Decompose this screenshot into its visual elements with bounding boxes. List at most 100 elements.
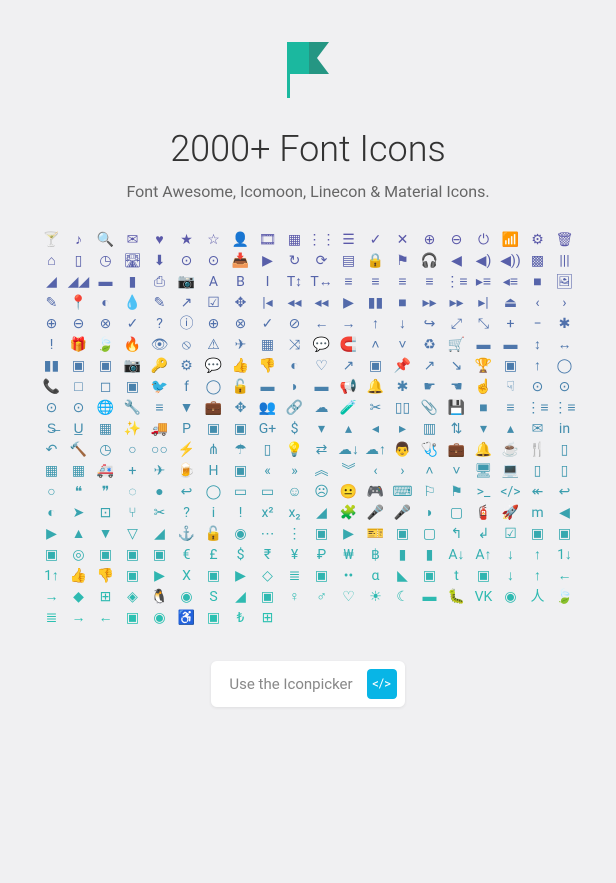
windows-icon: ⊞	[94, 588, 118, 606]
magic-icon: ✨	[121, 420, 145, 438]
arrow-circle-up-icon: ⊙	[202, 252, 226, 270]
play-circle-alt-icon: ▶	[337, 525, 361, 543]
xing-square-icon: ▣	[202, 567, 226, 585]
fast-backward-icon: ◂◂	[283, 294, 307, 312]
crosshairs-icon: ⊕	[202, 315, 226, 333]
usd-icon: $	[229, 546, 253, 564]
external-link-icon: ↗	[418, 357, 442, 375]
barcode-icon: |||	[553, 252, 577, 270]
times-circle-icon: ⊗	[94, 315, 118, 333]
inbox-icon: 📥	[229, 252, 253, 270]
arrow-down-icon: ↓	[391, 315, 415, 333]
sort-numeric-desc-icon: 1↑	[40, 567, 64, 585]
suitcase-icon: 💼	[445, 441, 469, 459]
chevron-circle-left-icon: ◀	[553, 504, 577, 522]
fire-icon: 🔥	[121, 336, 145, 354]
long-arrow-right-icon: →	[40, 588, 64, 606]
shopping-cart-icon: 🛒	[445, 336, 469, 354]
step-forward-icon: ▸|	[472, 294, 496, 312]
microphone-icon: 🎤	[364, 504, 388, 522]
check-circle-o-icon: ✓	[256, 315, 280, 333]
rss-square-icon: ▣	[310, 525, 334, 543]
vk-icon: VK	[472, 588, 496, 606]
github-alt-icon: ◯	[202, 483, 226, 501]
sort-down-icon: ▾	[472, 420, 496, 438]
star-o-icon: ☆	[202, 231, 226, 249]
tumblr-square-icon: ▣	[472, 567, 496, 585]
dribbble-icon: ◉	[175, 588, 199, 606]
lightbulb-icon: 💡	[283, 441, 307, 459]
random-icon: ⤨	[283, 336, 307, 354]
desktop-icon: 🖥	[472, 462, 496, 480]
code-fork-icon: ⑂	[121, 504, 145, 522]
stack-exchange-icon: ≣	[40, 609, 64, 627]
arrow-right-icon: →	[337, 315, 361, 333]
subscript-icon: x₂	[283, 504, 307, 522]
twitter-icon: 🐦	[148, 378, 172, 396]
briefcase-icon: 💼	[202, 399, 226, 417]
instagram-icon: ▣	[310, 567, 334, 585]
italic-icon: I	[256, 273, 280, 291]
floppy-icon: 💾	[445, 399, 469, 417]
puzzle-icon: 🧩	[337, 504, 361, 522]
align-center-icon: ≡	[364, 273, 388, 291]
bolt-icon: ⚡	[175, 441, 199, 459]
star-icon: ★	[175, 231, 199, 249]
minus-circle-icon: ⊖	[67, 315, 91, 333]
page-subtitle: Font Awesome, Icomoon, Linecon & Materia…	[126, 182, 489, 201]
edit-icon: ✎	[148, 294, 172, 312]
trophy-icon: 🏆	[472, 357, 496, 375]
eur-icon: €	[175, 546, 199, 564]
arrow-circle-o-left-icon: ←	[94, 609, 118, 627]
rocket-icon: 🚀	[499, 504, 523, 522]
refresh-icon: ⟳	[310, 252, 334, 270]
rub-icon: ₽	[310, 546, 334, 564]
foursquare-icon: ◢	[229, 588, 253, 606]
chevron-up-icon: ˄	[364, 336, 388, 354]
th-icon: ⋮⋮	[310, 231, 334, 249]
minus-square-o-icon: ▢	[418, 525, 442, 543]
building-icon: ▦	[40, 462, 64, 480]
code-icon: </>	[499, 483, 523, 501]
comments-icon: 💬	[202, 357, 226, 375]
columns-icon: ▥	[418, 420, 442, 438]
list-ul-icon: ⋮≡	[526, 399, 550, 417]
arrow-circle-o-right-icon: →	[67, 609, 91, 627]
youtube-icon: ▶	[148, 567, 172, 585]
calendar-icon: ▦	[256, 336, 280, 354]
share-icon: ↪	[418, 315, 442, 333]
th-large-icon: ▦	[283, 231, 307, 249]
spinner-icon: ◌	[121, 483, 145, 501]
iconpicker-button[interactable]: </>	[367, 669, 397, 699]
dropbox-icon: ◇	[256, 567, 280, 585]
plus-square-icon: ▣	[229, 462, 253, 480]
reply-all-icon: ↞	[526, 483, 550, 501]
youtube-play-icon: ▶	[229, 567, 253, 585]
sun-icon: ☀	[364, 588, 388, 606]
bitbucket-square-icon: ▣	[418, 567, 442, 585]
linkedin-icon: in	[553, 420, 577, 438]
upload-icon: ↑	[526, 357, 550, 375]
long-arrow-left-icon: ←	[553, 567, 577, 585]
align-right-icon: ≡	[391, 273, 415, 291]
crop-icon: ⊡	[94, 504, 118, 522]
play-icon: ▶	[337, 294, 361, 312]
search-icon: 🔍	[94, 231, 118, 249]
angle-down-icon: ˅	[445, 462, 469, 480]
camera-icon: 📷	[175, 273, 199, 291]
calendar-o-icon: ▢	[445, 504, 469, 522]
umbrella-icon: ☂	[229, 441, 253, 459]
reply-icon: ↩	[175, 483, 199, 501]
info-icon: i	[202, 504, 226, 522]
ellipsis-v-icon: ⋮	[283, 525, 307, 543]
sign-in-icon: ↘	[445, 357, 469, 375]
gamepad-icon: 🎮	[364, 483, 388, 501]
volume-up-icon: ◀))	[499, 252, 523, 270]
folder-o-icon: ▭	[229, 483, 253, 501]
square-o-icon: □	[67, 378, 91, 396]
comments-o-icon: ○○	[148, 441, 172, 459]
css3-icon: ◢	[148, 525, 172, 543]
thumb-tack-icon: 📌	[391, 357, 415, 375]
archive-icon: ▬	[418, 588, 442, 606]
hand-down-icon: ☟	[499, 378, 523, 396]
